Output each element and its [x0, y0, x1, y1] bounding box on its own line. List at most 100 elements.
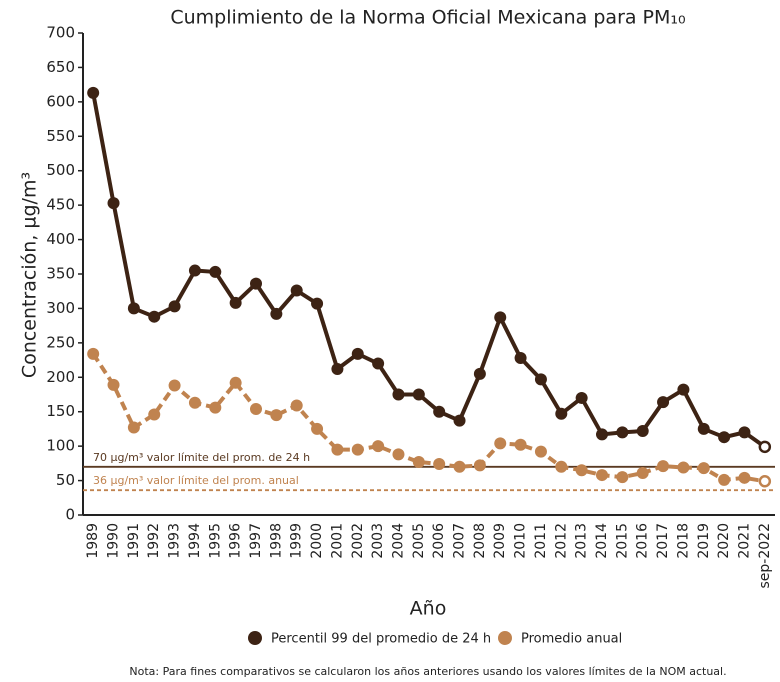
point — [494, 311, 507, 324]
point — [616, 426, 629, 439]
point — [127, 421, 140, 434]
point — [718, 473, 731, 486]
x-axis-label: Año — [410, 598, 447, 620]
point — [107, 378, 120, 391]
x-tick-label: 2007 — [452, 523, 468, 559]
point — [311, 422, 324, 435]
x-tick-label: 1989 — [85, 523, 101, 559]
series-line — [91, 352, 766, 484]
point — [290, 399, 303, 412]
x-tick-label: 2005 — [411, 523, 427, 559]
point — [290, 284, 303, 297]
x-tick-label: 2015 — [614, 523, 630, 559]
point — [229, 376, 242, 389]
x-tick-label: 1991 — [126, 523, 142, 559]
point — [311, 297, 324, 310]
reference-label: 36 µg/m³ valor límite del prom. anual — [93, 474, 299, 487]
legend-marker — [248, 631, 262, 645]
point — [596, 469, 608, 482]
point — [270, 307, 283, 320]
y-tick-label: 400 — [46, 230, 75, 248]
x-tick-label: 2000 — [309, 523, 325, 559]
point — [270, 409, 283, 422]
x-tick-label: 2002 — [350, 523, 366, 559]
point — [697, 422, 710, 435]
x-tick-label: 2011 — [533, 523, 549, 559]
point — [433, 458, 446, 471]
y-tick-label: 250 — [46, 333, 75, 351]
point — [148, 408, 161, 421]
y-tick-label: 550 — [46, 127, 75, 145]
point — [453, 460, 466, 473]
point — [351, 443, 364, 456]
x-tick-label: 2008 — [472, 523, 488, 559]
legend-label: Percentil 99 del promedio de 24 h — [271, 632, 491, 647]
point — [412, 455, 425, 468]
point — [392, 388, 405, 401]
y-tick-label: 650 — [46, 58, 75, 76]
y-tick-label: 700 — [46, 24, 75, 42]
point — [433, 405, 446, 418]
point — [331, 443, 344, 456]
point — [453, 414, 466, 427]
point — [331, 363, 344, 376]
x-tick-label: 1994 — [187, 523, 203, 559]
point — [697, 462, 710, 475]
point — [636, 424, 649, 437]
point — [209, 265, 222, 278]
y-tick-label: 0 — [65, 506, 75, 524]
point — [107, 197, 120, 210]
x-tick-label: 2021 — [736, 523, 752, 559]
point — [494, 437, 507, 450]
x-tick-label: 2020 — [716, 523, 732, 559]
point — [372, 357, 385, 370]
chart-title: Cumplimiento de la Norma Oficial Mexican… — [170, 7, 685, 29]
point — [718, 431, 731, 444]
point — [738, 471, 751, 484]
point — [677, 383, 690, 396]
y-tick-label: 450 — [46, 196, 75, 214]
point — [87, 86, 100, 99]
x-tick-label: 2009 — [492, 523, 508, 559]
legend-label: Promedio anual — [521, 632, 622, 647]
point — [514, 352, 527, 365]
x-tick-label: 2018 — [675, 523, 691, 559]
x-tick-label: 2010 — [513, 523, 529, 559]
point — [534, 445, 547, 458]
x-tick-label: 1999 — [289, 523, 305, 559]
point — [188, 264, 201, 277]
point — [657, 460, 670, 473]
point — [168, 300, 181, 313]
x-tick-label: 2012 — [553, 523, 569, 559]
y-tick-label: 200 — [46, 368, 75, 386]
x-tick-label: 1998 — [268, 523, 284, 559]
y-tick-label: 50 — [56, 471, 75, 489]
x-tick-label: 1995 — [207, 523, 223, 559]
x-tick-label: 2006 — [431, 523, 447, 559]
point — [148, 310, 161, 323]
y-tick-label: 300 — [46, 299, 75, 317]
point — [127, 302, 140, 315]
x-tick-label: sep-2022 — [757, 523, 773, 588]
point — [636, 466, 649, 479]
x-tick-label: 2019 — [696, 523, 712, 559]
point — [575, 464, 588, 477]
point — [575, 391, 588, 404]
point — [250, 277, 262, 290]
x-tick-label: 2017 — [655, 523, 671, 559]
point — [555, 460, 568, 473]
note: Nota: Para fines comparativos se calcula… — [129, 665, 726, 678]
point — [616, 471, 629, 484]
reference-label: 70 µg/m³ valor límite del prom. de 24 h — [93, 451, 310, 464]
legend-marker — [498, 631, 512, 645]
x-tick-label: 2013 — [574, 523, 590, 559]
point — [555, 407, 568, 420]
y-tick-label: 150 — [46, 402, 75, 420]
x-tick-label: 1997 — [248, 523, 264, 559]
point — [473, 367, 486, 380]
point — [677, 461, 690, 474]
x-tick-label: 1993 — [167, 523, 183, 559]
point — [738, 426, 751, 439]
x-tick-label: 1990 — [106, 523, 122, 559]
